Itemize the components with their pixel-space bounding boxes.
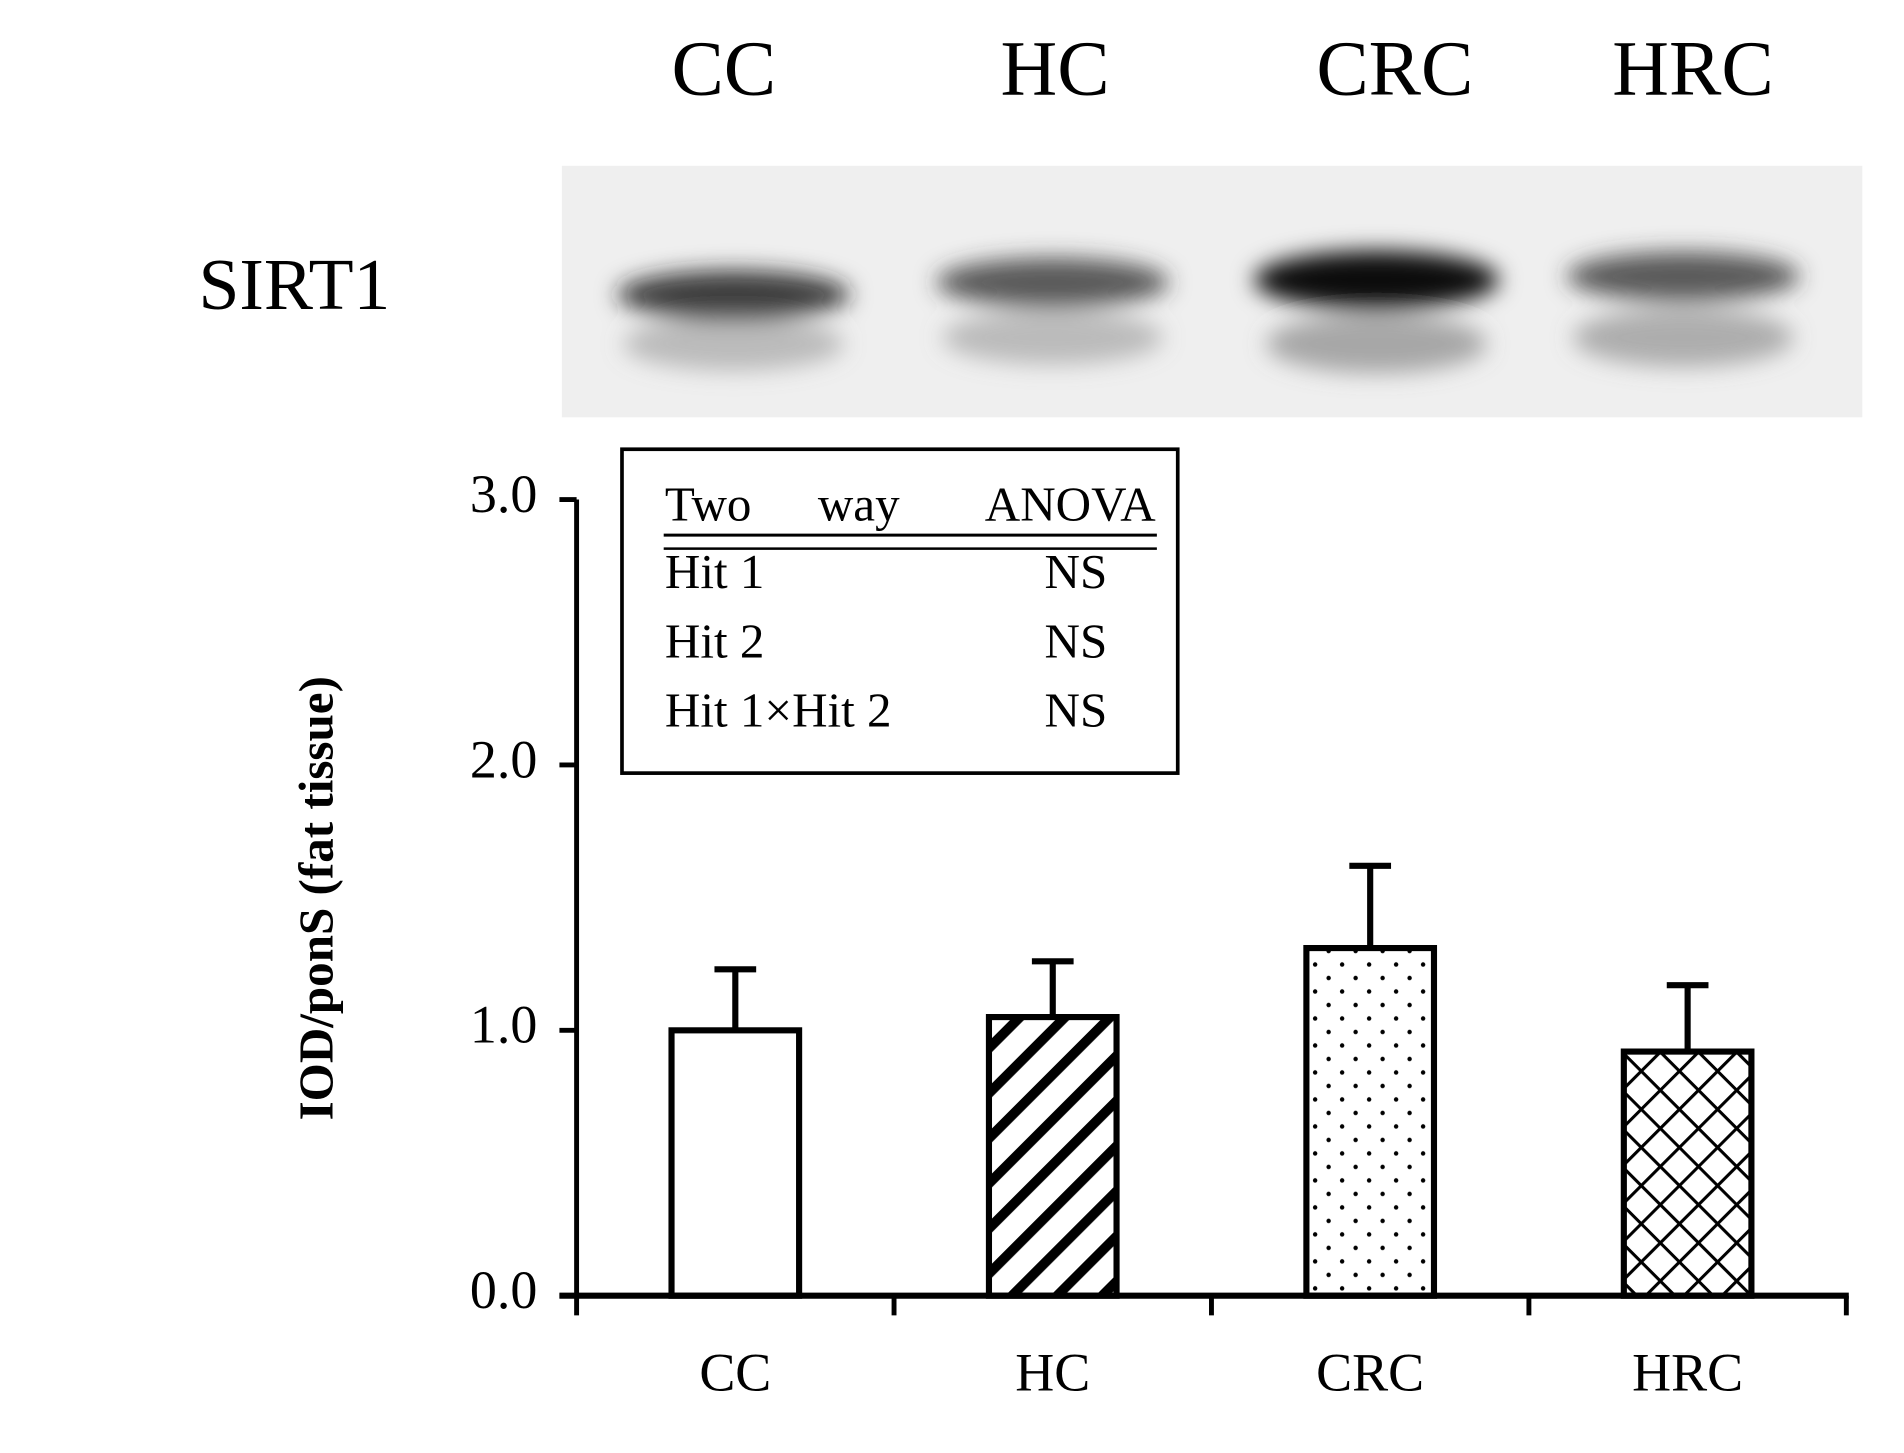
annotation-row-value: NS <box>1045 683 1108 738</box>
annotation-row-value: NS <box>1045 544 1108 599</box>
y-axis-label: IOD/ponS (fat tissue) <box>289 676 344 1120</box>
annotation-box <box>620 447 1180 775</box>
x-tick-label: CRC <box>1316 1342 1424 1402</box>
x-tick-label: HRC <box>1632 1342 1743 1402</box>
bar <box>1620 1048 1755 1299</box>
lane-label: HRC <box>1612 24 1773 111</box>
bar <box>985 1014 1120 1299</box>
annotation-row-value: NS <box>1045 613 1108 668</box>
lane-label: HC <box>1001 24 1110 111</box>
x-tick-label: CC <box>699 1342 771 1402</box>
x-tick-label: HC <box>1015 1342 1090 1402</box>
y-tick-label: 3.0 <box>470 464 537 524</box>
y-tick-label: 1.0 <box>470 995 537 1055</box>
bar <box>668 1027 803 1299</box>
lane-label: CC <box>671 24 776 111</box>
blot-label: SIRT1 <box>199 243 391 325</box>
bar <box>1303 944 1438 1299</box>
annotation-header: ANOVA <box>985 477 1156 532</box>
anova-box: Two way ANOVA Hit 1 NS Hit 2 NS Hit 1×Hit 2 N… <box>620 447 1180 775</box>
blot-bands <box>617 250 1800 374</box>
blot: SIRT1 CC HC CRC HRC <box>199 24 1863 418</box>
y-tick-label: 0.0 <box>470 1260 537 1320</box>
annotation-row-label: Hit 1×Hit 2 <box>665 683 892 738</box>
y-tick-label: 2.0 <box>470 729 537 789</box>
annotation-header: Two <box>665 477 752 532</box>
annotation-row-label: Hit 2 <box>665 613 765 668</box>
lane-label: CRC <box>1316 24 1473 111</box>
annotation-header: way <box>818 477 900 532</box>
annotation-row-label: Hit 1 <box>665 544 765 599</box>
